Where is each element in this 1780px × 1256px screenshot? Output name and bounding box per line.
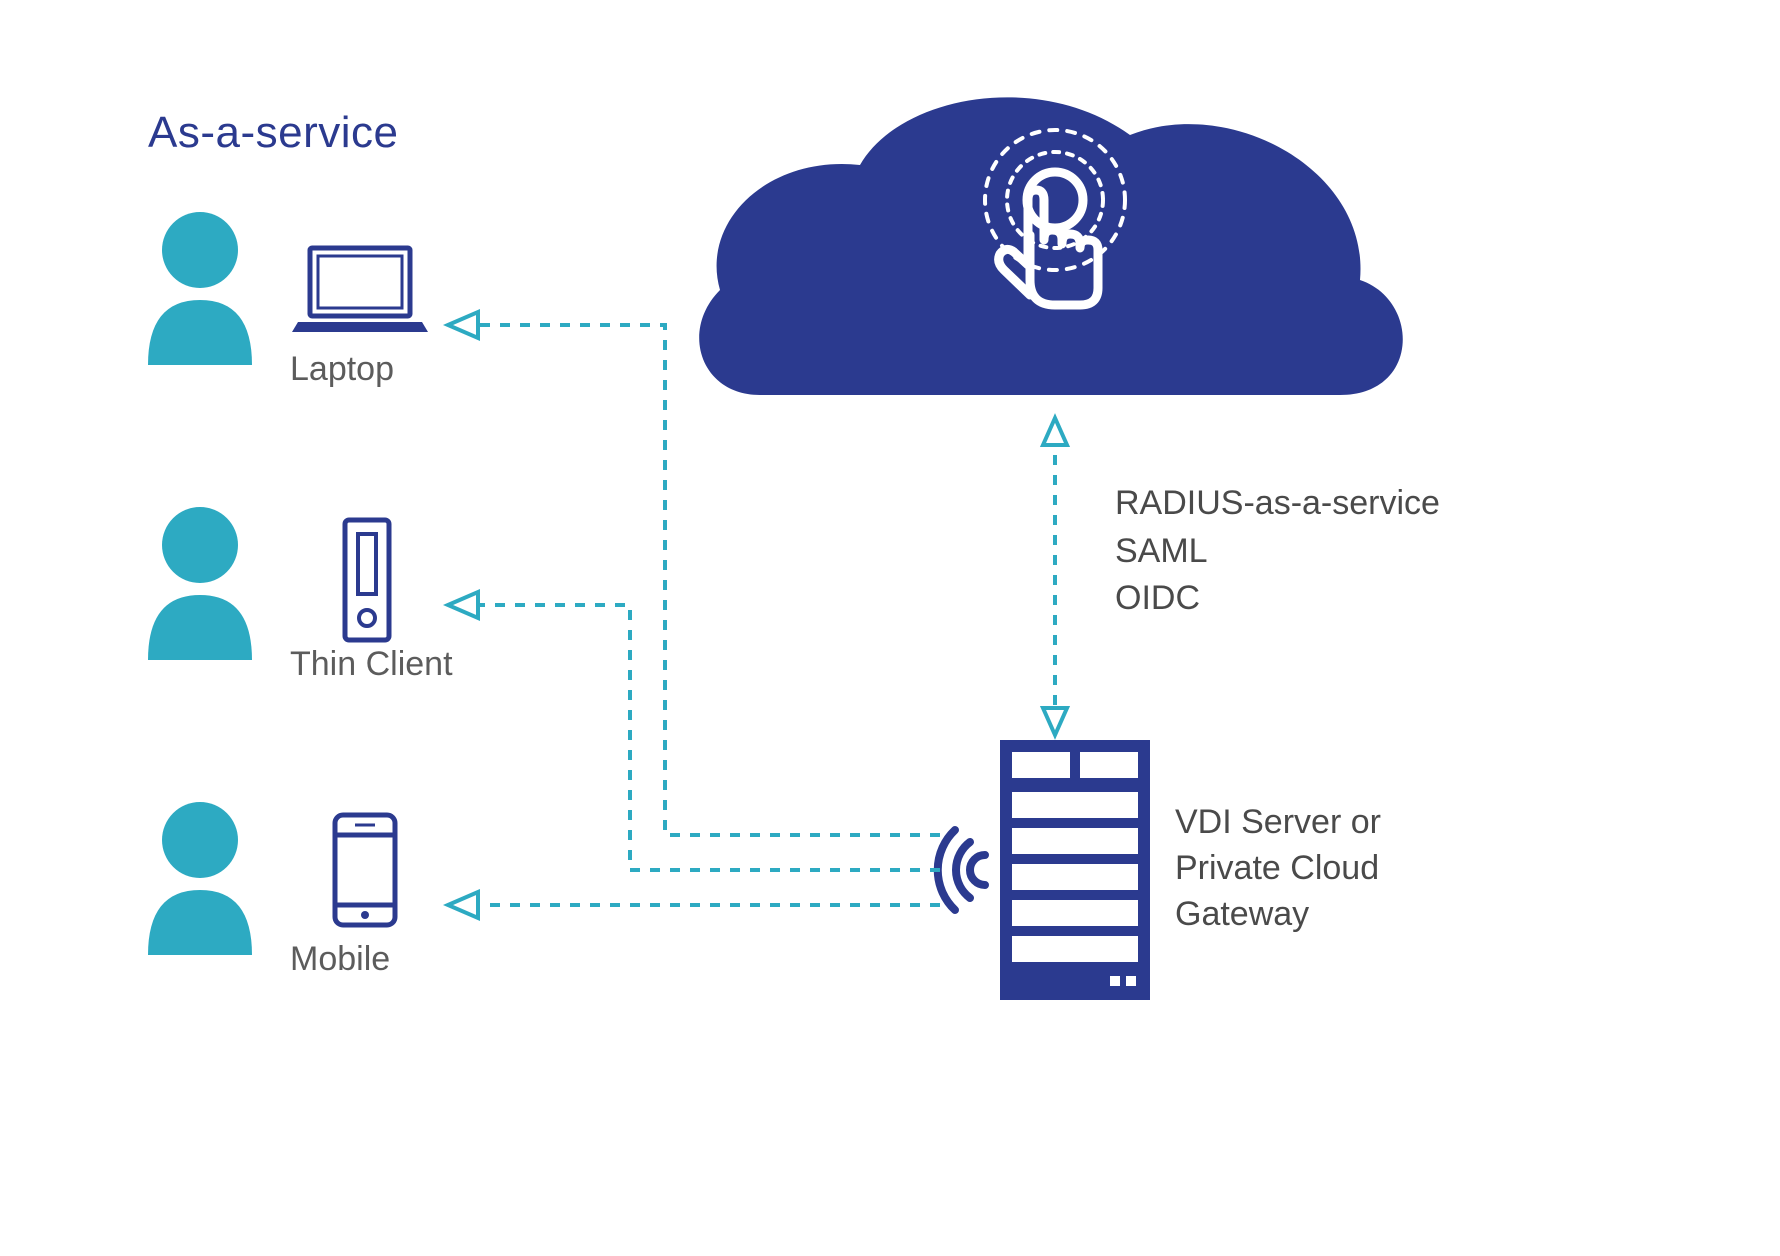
- conn-server-laptop: [470, 325, 940, 835]
- cloud-label: SafeNet Trusted Access: [770, 335, 1290, 377]
- arrow-mobile: [448, 892, 478, 918]
- thin-client-icon: [345, 520, 389, 640]
- server-icon: [1000, 740, 1150, 1000]
- diagram-stage: As-a-service Laptop Thin Client Mobile S…: [0, 0, 1780, 1256]
- protocol-radius: RADIUS-as-a-service: [1115, 480, 1440, 528]
- thin-client-label: Thin Client: [290, 645, 453, 684]
- server-label-line1: VDI Server or: [1175, 803, 1381, 841]
- arrow-up-cloud: [1043, 418, 1067, 445]
- user-icon-2: [148, 507, 252, 660]
- arrow-laptop: [448, 312, 478, 338]
- conn-server-thin: [470, 605, 940, 870]
- laptop-label: Laptop: [290, 350, 394, 389]
- wifi-icon: [938, 830, 985, 910]
- server-label-line2: Private Cloud: [1175, 849, 1379, 887]
- protocols-list: RADIUS-as-a-service SAML OIDC: [1115, 480, 1440, 623]
- server-label: VDI Server or Private Cloud Gateway: [1175, 800, 1381, 938]
- server-label-line3: Gateway: [1175, 895, 1309, 933]
- diagram-svg: [0, 0, 1780, 1256]
- user-icon-1: [148, 212, 252, 365]
- mobile-icon: [335, 815, 395, 925]
- diagram-title: As-a-service: [148, 108, 399, 158]
- arrow-thin: [448, 592, 478, 618]
- laptop-icon: [292, 248, 428, 332]
- arrow-down-server: [1043, 708, 1067, 735]
- mobile-label: Mobile: [290, 940, 390, 979]
- protocol-saml: SAML: [1115, 528, 1440, 576]
- user-icon-3: [148, 802, 252, 955]
- protocol-oidc: OIDC: [1115, 575, 1440, 623]
